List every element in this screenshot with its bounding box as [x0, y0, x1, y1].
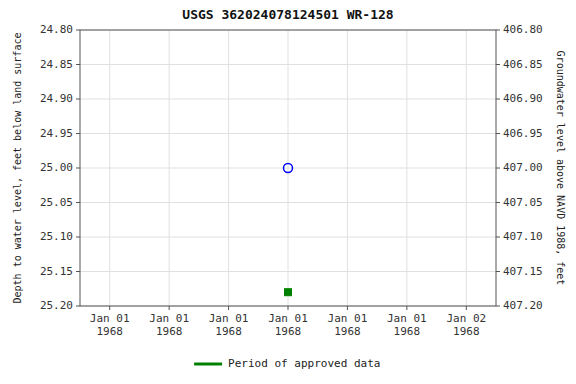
x-tick-label-line: Jan 01: [328, 312, 368, 325]
chart: 24.80 24.85 24.90 24.95 25.00 25.05 25.10 25.15…: [0, 0, 576, 384]
y-tick: [76, 64, 80, 65]
grid-line-x: [228, 30, 229, 306]
x-tick-label: Jan 011968: [268, 312, 308, 338]
x-tick-label: Jan 021968: [446, 312, 486, 338]
y-tick: [76, 271, 80, 272]
y-tick-label: 24.95: [40, 127, 73, 140]
y2-tick-label: 407.20: [503, 299, 543, 312]
grid-line-x: [288, 30, 289, 306]
y2-tick: [496, 99, 500, 100]
grid-line-x: [406, 30, 407, 306]
point: [285, 289, 292, 296]
x-tick-label: Jan 011968: [90, 312, 130, 338]
y-axis-label: Depth to water level, feet below land su…: [12, 33, 23, 304]
x-tick-label: Jan 011968: [149, 312, 189, 338]
y2-tick: [496, 306, 500, 307]
y2-tick-label: 406.85: [503, 58, 543, 71]
y-tick-label: 25.05: [40, 196, 73, 209]
y2-tick: [496, 64, 500, 65]
point: [284, 164, 293, 173]
x-tick-label-line: 1968: [215, 325, 242, 338]
grid-line-x: [169, 30, 170, 306]
legend: Period of approved data: [194, 357, 380, 370]
y2-tick-label: 407.10: [503, 230, 543, 243]
y-tick: [76, 168, 80, 169]
y-tick-label: 24.85: [40, 58, 73, 71]
x-tick-label-line: 1968: [334, 325, 361, 338]
x-tick-label-line: 1968: [156, 325, 183, 338]
y-tick-label: 25.15: [40, 265, 73, 278]
y-tick: [76, 306, 80, 307]
y2-tick-label: 407.00: [503, 161, 543, 174]
y2-tick: [496, 237, 500, 238]
x-tick-label-line: Jan 01: [149, 312, 189, 325]
y-tick: [76, 99, 80, 100]
x-tick: [109, 306, 110, 310]
grid-line-x: [109, 30, 110, 306]
y-tick-label: 25.20: [40, 299, 73, 312]
y-tick: [76, 30, 80, 31]
legend-label: Period of approved data: [228, 357, 380, 370]
x-tick-label: Jan 011968: [328, 312, 368, 338]
y2-tick-label: 406.80: [503, 23, 543, 36]
y2-tick-label: 407.15: [503, 265, 543, 278]
y2-tick: [496, 133, 500, 134]
background: [0, 0, 576, 384]
x-tick-label-line: Jan 02: [446, 312, 486, 325]
x-tick-label-line: 1968: [275, 325, 302, 338]
y-tick: [76, 202, 80, 203]
legend-swatch: [194, 363, 222, 366]
y2-tick: [496, 202, 500, 203]
x-tick: [228, 306, 229, 310]
x-tick-label-line: Jan 01: [90, 312, 130, 325]
x-tick-label-line: Jan 01: [268, 312, 308, 325]
marks: [284, 164, 293, 296]
x-tick: [347, 306, 348, 310]
y-tick-label: 25.00: [40, 161, 73, 174]
x-tick: [466, 306, 467, 310]
x-tick: [288, 306, 289, 310]
x-tick: [169, 306, 170, 310]
x-tick-label-line: 1968: [394, 325, 421, 338]
x-tick: [406, 306, 407, 310]
x-tick-label-line: Jan 01: [209, 312, 249, 325]
x-tick-label: Jan 011968: [209, 312, 249, 338]
y-tick-label: 24.80: [40, 23, 73, 36]
y-tick-label: 25.10: [40, 230, 73, 243]
x-tick-label: Jan 011968: [387, 312, 427, 338]
y-tick: [76, 133, 80, 134]
y-tick-label: 24.90: [40, 92, 73, 105]
y2-tick-label: 406.90: [503, 92, 543, 105]
y2-axis-label: Groundwater level above NAVD 1988, feet: [555, 51, 566, 286]
x-tick-label-line: 1968: [96, 325, 123, 338]
y-tick: [76, 237, 80, 238]
y2-tick: [496, 271, 500, 272]
y2-tick: [496, 168, 500, 169]
grid-line-x: [466, 30, 467, 306]
grid: [80, 30, 496, 306]
title: USGS 362024078124501 WR-128: [182, 7, 393, 22]
x-tick-label-line: Jan 01: [387, 312, 427, 325]
y2-tick-label: 407.05: [503, 196, 543, 209]
y2-tick-label: 406.95: [503, 127, 543, 140]
x-tick-label-line: 1968: [453, 325, 480, 338]
grid-line-x: [347, 30, 348, 306]
y2-tick: [496, 30, 500, 31]
axes: 24.80 24.85 24.90 24.95 25.00 25.05 25.10 25.15…: [40, 23, 543, 338]
plot-frame: [80, 30, 496, 306]
